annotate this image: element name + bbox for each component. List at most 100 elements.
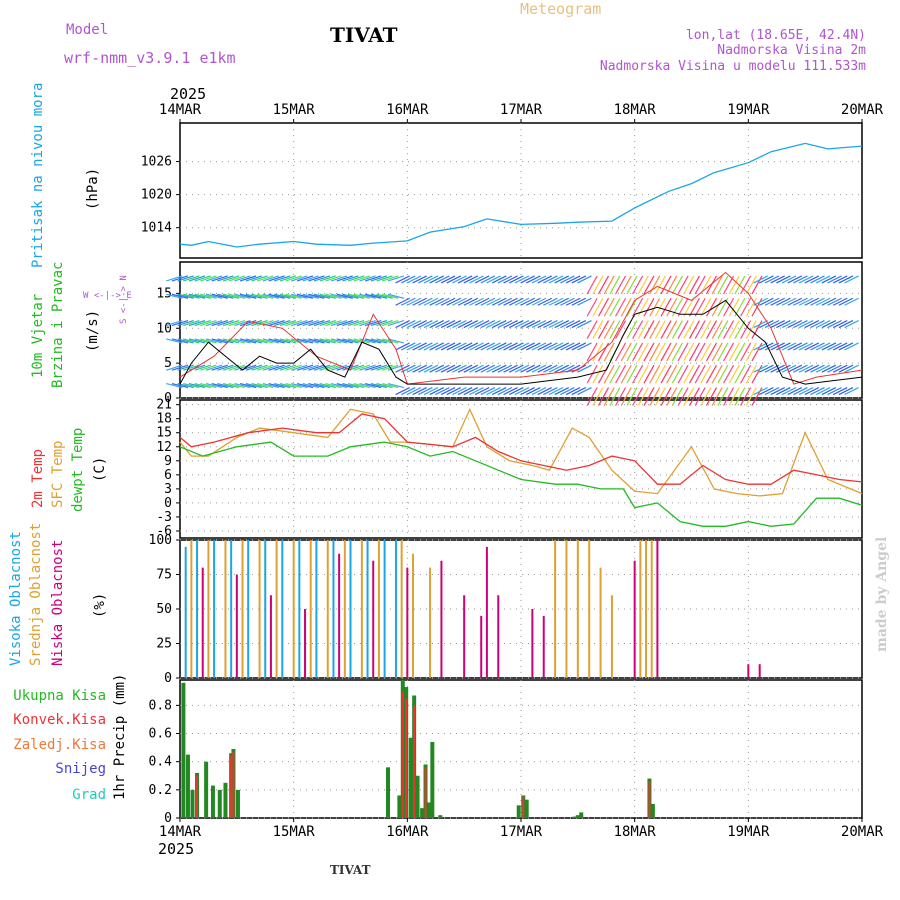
wind-arrow: [798, 364, 814, 373]
wind-arrow: [330, 293, 348, 299]
wind-arrow: [620, 275, 632, 295]
wind-arrow: [469, 320, 484, 329]
wind-arrow: [793, 297, 808, 306]
wind-arrow: [205, 382, 223, 389]
wind-arrow: [577, 387, 592, 396]
wind-arrow: [503, 364, 518, 373]
wind-arrow: [435, 275, 450, 284]
wind-arrow: [637, 275, 649, 295]
wind-arrow: [469, 364, 484, 373]
wind-arrow: [325, 275, 342, 282]
wind-arrow: [296, 364, 314, 371]
wind-arrow: [810, 297, 825, 306]
elevation-text: Nadmorska Visina 2m: [717, 43, 866, 58]
wind-arrow: [342, 364, 359, 371]
wind-arrow: [770, 364, 785, 373]
wind-arrow: [365, 338, 382, 344]
wind-arrow: [688, 342, 700, 362]
wind-arrow: [222, 382, 240, 389]
wind-arrow: [531, 342, 547, 351]
wind-arrow: [347, 293, 365, 299]
wind-arrow: [548, 342, 564, 351]
wind-arrow: [452, 387, 467, 396]
y-tick-label: 0: [164, 811, 172, 826]
wind-arrow: [753, 342, 768, 351]
y-tick-label: 10: [156, 321, 172, 336]
wind-arrow: [274, 382, 291, 389]
wind-arrow: [188, 320, 206, 327]
wind-arrow: [740, 275, 752, 295]
wind-arrow: [205, 320, 223, 327]
wind-arrow: [429, 297, 444, 306]
wind-arrow: [308, 275, 325, 282]
wind-arrow: [353, 293, 370, 299]
wind-arrow: [268, 275, 285, 282]
wind-arrow: [302, 293, 319, 299]
wind-arrow: [401, 320, 416, 329]
wind-arrow: [526, 320, 541, 329]
wind-arrow: [514, 297, 530, 306]
wind-arrow: [615, 297, 627, 317]
wind-arrow: [474, 320, 490, 329]
wind-arrow: [194, 320, 211, 327]
wind-arrow: [520, 364, 535, 373]
wind-arrow: [620, 387, 632, 406]
wind-arrow: [491, 387, 507, 396]
wind-arrow: [319, 320, 336, 327]
cloud-label-3: Niska Oblacnost: [50, 540, 66, 666]
wind-arrow: [285, 382, 302, 389]
wind-arrow: [257, 275, 274, 282]
wind-arrow: [677, 297, 689, 317]
y-tick-label: 12: [156, 440, 172, 455]
wind-arrow: [274, 338, 291, 344]
wind-arrow: [491, 275, 507, 284]
wind-arrow: [844, 320, 859, 329]
wind-arrow: [245, 275, 263, 282]
wind-arrow: [171, 293, 189, 299]
wind-arrow: [740, 342, 752, 362]
wind-arrow: [452, 364, 467, 373]
wind-arrow: [745, 364, 757, 384]
wind-arrow: [336, 382, 353, 389]
wind-arrow: [429, 275, 444, 284]
wind-arrow: [838, 320, 854, 329]
wind-arrow: [200, 382, 217, 389]
wind-arrow: [376, 364, 393, 371]
wind-arrow: [313, 382, 331, 389]
wind-arrow: [429, 364, 444, 373]
wind-arrow: [688, 275, 700, 295]
wind-arrow: [751, 364, 763, 384]
wind-arrow: [370, 293, 388, 299]
wind-arrow: [171, 338, 189, 344]
wind-arrow: [548, 387, 564, 396]
wind-arrow: [620, 364, 632, 384]
day-label-bottom: 14MAR: [159, 824, 202, 840]
precip-legend-snow: Snijeg: [55, 761, 106, 777]
wind-arrow: [291, 275, 308, 282]
wind-arrow: [711, 364, 723, 384]
wind-arrow: [764, 320, 780, 329]
wind-arrow: [548, 297, 564, 306]
wind-arrow: [531, 275, 547, 284]
wind-arrow: [717, 275, 729, 295]
wind-arrow: [694, 364, 706, 384]
wind-arrow: [705, 364, 718, 384]
wind-arrow: [262, 382, 280, 389]
y-tick-label: 9: [164, 454, 172, 469]
wind-arrow: [660, 275, 672, 295]
wind-arrow: [200, 293, 217, 299]
wind-arrow: [844, 342, 859, 351]
wind-arrow: [688, 320, 700, 339]
wind-arrow: [183, 293, 200, 299]
wind-arrow: [548, 364, 564, 373]
wind-arrow: [166, 320, 183, 327]
wind-arrow: [560, 387, 575, 396]
wind-arrow: [764, 387, 780, 396]
wind-arrow: [787, 387, 803, 396]
precip-total-bar: [579, 812, 584, 818]
wind-arrow: [491, 342, 507, 351]
wind-arrow: [764, 342, 780, 351]
wind-arrow: [251, 364, 268, 371]
wind-arrow: [474, 297, 490, 306]
wind-arrow: [677, 342, 689, 362]
